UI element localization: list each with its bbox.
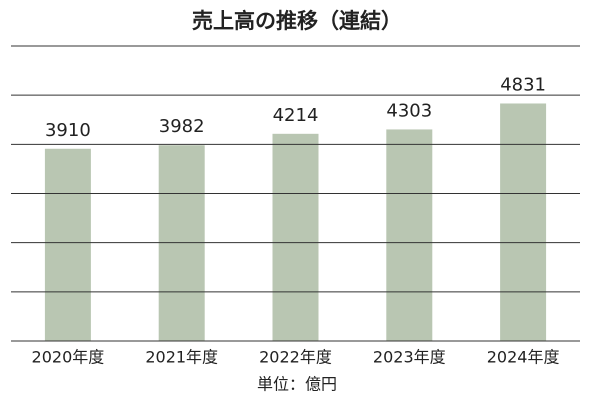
bar (386, 129, 433, 341)
data-label: 4214 (273, 105, 319, 126)
data-label: 3910 (45, 120, 91, 141)
bar (272, 133, 319, 341)
data-label: 4303 (386, 100, 432, 121)
bar (500, 103, 547, 341)
x-tick-label: 2021年度 (145, 348, 218, 367)
x-tick-label: 2022年度 (259, 348, 332, 367)
unit-label: 単位：億円 (257, 375, 337, 394)
data-label: 4831 (500, 74, 546, 95)
chart-title: 売上高の推移（連結） (192, 9, 402, 33)
data-label: 3982 (159, 116, 205, 137)
x-tick-label: 2020年度 (32, 348, 105, 367)
x-tick-label: 2024年度 (487, 348, 560, 367)
x-tick-label: 2023年度 (373, 348, 446, 367)
bar (44, 148, 91, 341)
